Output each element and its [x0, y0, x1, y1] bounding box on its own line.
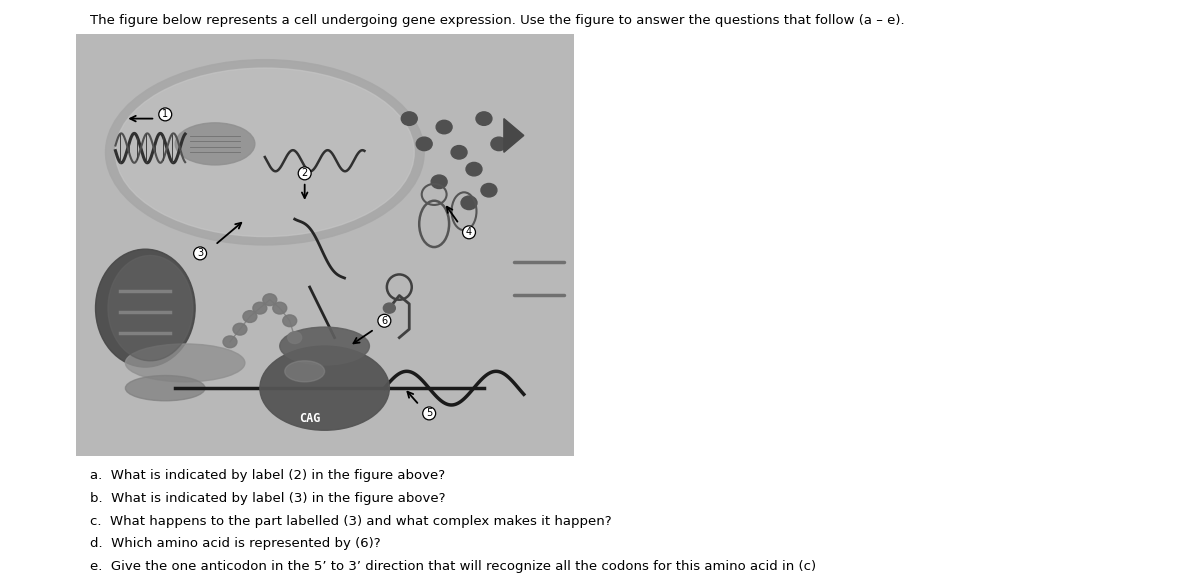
- Text: 3: 3: [197, 248, 203, 258]
- Ellipse shape: [108, 256, 193, 361]
- Ellipse shape: [125, 344, 245, 382]
- Text: The figure below represents a cell undergoing gene expression. Use the figure to: The figure below represents a cell under…: [90, 14, 905, 28]
- Text: 2: 2: [301, 168, 308, 178]
- Text: d.  Which amino acid is represented by (6)?: d. Which amino acid is represented by (6…: [90, 537, 380, 551]
- Text: e.  Give the one anticodon in the 5’ to 3’ direction that will recognize all the: e. Give the one anticodon in the 5’ to 3…: [90, 560, 816, 573]
- Text: 4: 4: [466, 227, 472, 237]
- Text: c.  What happens to the part labelled (3) and what complex makes it happen?: c. What happens to the part labelled (3)…: [90, 515, 612, 528]
- Circle shape: [476, 112, 492, 125]
- Polygon shape: [504, 119, 524, 152]
- Circle shape: [233, 323, 247, 335]
- Ellipse shape: [96, 249, 196, 367]
- Text: 5: 5: [426, 409, 432, 418]
- Ellipse shape: [260, 346, 389, 430]
- Circle shape: [383, 303, 395, 313]
- Circle shape: [288, 332, 301, 343]
- Ellipse shape: [175, 123, 254, 165]
- Circle shape: [451, 146, 467, 159]
- Text: b.  What is indicated by label (3) in the figure above?: b. What is indicated by label (3) in the…: [90, 492, 445, 505]
- Text: 6: 6: [382, 316, 388, 326]
- Ellipse shape: [126, 375, 205, 401]
- Circle shape: [461, 196, 476, 210]
- Circle shape: [416, 137, 432, 151]
- Ellipse shape: [115, 68, 414, 237]
- Text: 1: 1: [162, 109, 168, 119]
- Circle shape: [401, 112, 418, 125]
- Circle shape: [431, 175, 448, 189]
- Circle shape: [436, 120, 452, 134]
- Circle shape: [242, 311, 257, 323]
- Circle shape: [283, 315, 296, 327]
- Text: CAG: CAG: [299, 412, 320, 425]
- Circle shape: [466, 162, 482, 176]
- Circle shape: [223, 336, 236, 348]
- Text: a.  What is indicated by label (2) in the figure above?: a. What is indicated by label (2) in the…: [90, 469, 445, 482]
- Ellipse shape: [280, 327, 370, 365]
- Circle shape: [272, 302, 287, 314]
- Circle shape: [491, 137, 506, 151]
- Circle shape: [253, 302, 266, 314]
- Ellipse shape: [106, 60, 425, 245]
- Circle shape: [481, 183, 497, 197]
- Circle shape: [263, 294, 277, 305]
- Ellipse shape: [284, 361, 324, 382]
